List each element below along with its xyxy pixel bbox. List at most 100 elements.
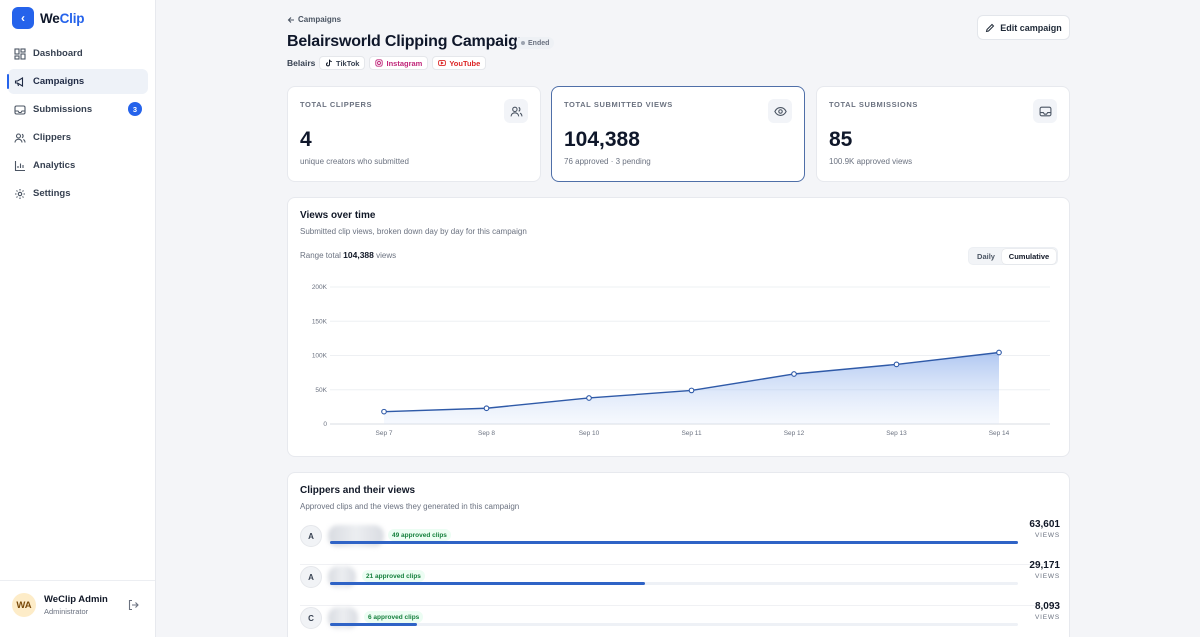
clipper-avatar: A [300,566,322,588]
sidebar: ‹ WeClip Dashboard Campaigns Submissions… [0,0,156,637]
sidebar-item-label: Clippers [33,132,72,143]
stat-subtext: unique creators who submitted [300,157,409,166]
range-total-suffix: views [376,251,397,260]
views-bar-track [330,541,1018,544]
stat-value: 85 [829,128,853,151]
y-tick-label: 150K [312,318,328,325]
range-total: Range total 104,388 views [300,250,396,260]
logout-icon[interactable] [127,599,139,611]
breadcrumb-label: Campaigns [298,15,342,24]
stat-card-total-submissions: TOTAL SUBMISSIONS 85 100.9K approved vie… [816,86,1070,182]
bar-chart-icon [14,160,26,172]
stat-value: 104,388 [564,128,640,151]
clipper-views: 29,171 VIEWS [1029,560,1060,580]
megaphone-icon [14,76,26,88]
sidebar-item-submissions[interactable]: Submissions 3 [8,97,148,122]
y-tick-label: 50K [315,387,327,394]
views-over-time-card: Views over time Submitted clip views, br… [287,197,1070,457]
views-bar-track [330,582,1018,585]
status-label: Ended [528,39,550,47]
platform-label: Instagram [386,58,423,68]
chart-title: Views over time [300,210,376,221]
tiktok-icon [326,59,332,67]
views-count: 63,601 [1029,519,1060,530]
approved-clips-pill: 21 approved clips [362,570,425,582]
sidebar-item-clippers[interactable]: Clippers [8,125,148,150]
approved-clips-pill: 49 approved clips [388,529,451,541]
stat-card-total-views: TOTAL SUBMITTED VIEWS 104,388 76 approve… [551,86,805,182]
approved-clips-pill: 6 approved clips [364,611,424,623]
submissions-count-badge: 3 [128,102,142,116]
status-badge: Ended [516,37,555,49]
platform-label: TikTok [336,58,360,68]
brand-name-accent: Clip [59,10,85,26]
x-tick-label: Sep 13 [886,430,907,437]
views-bar-track [330,623,1018,626]
views-label: VIEWS [1035,532,1060,539]
sidebar-item-campaigns[interactable]: Campaigns [7,69,148,94]
users-icon [504,99,528,123]
toggle-daily[interactable]: Daily [977,251,995,261]
x-tick-label: Sep 14 [989,430,1010,437]
campaign-brand: Belairs [287,58,316,68]
views-bar-fill [330,582,646,585]
stat-card-total-clippers: TOTAL CLIPPERS 4 unique creators who sub… [287,86,541,182]
views-count: 8,093 [1034,601,1060,612]
clipper-views: 63,601 VIEWS [1029,519,1060,539]
list-item[interactable]: A 21 approved clips 29,171 VIEWS [300,560,1060,606]
list-item[interactable]: A 49 approved clips 63,601 VIEWS [300,519,1060,565]
platform-tag-instagram: Instagram [369,56,429,70]
x-tick-label: Sep 11 [681,430,702,437]
sidebar-item-label: Analytics [33,160,76,171]
series-area [384,352,999,424]
inbox-icon [14,104,26,116]
sidebar-item-dashboard[interactable]: Dashboard [8,41,148,66]
stat-label: TOTAL SUBMISSIONS [829,100,918,109]
edit-campaign-button[interactable]: Edit campaign [977,15,1070,40]
platform-label: YouTube [449,58,481,68]
list-item[interactable]: C 6 approved clips 8,093 VIEWS [300,601,1060,637]
x-tick-label: Sep 12 [784,430,805,437]
stat-label: TOTAL SUBMITTED VIEWS [564,100,673,109]
user-name: WeClip Admin [44,594,108,605]
clipper-avatar: A [300,525,322,547]
toggle-cumulative[interactable]: Cumulative [1002,248,1056,264]
breadcrumb[interactable]: Campaigns [287,15,341,24]
status-dot-icon [521,41,525,45]
range-total-prefix: Range total [300,251,341,260]
chart-subtitle: Submitted clip views, broken down day by… [300,227,527,236]
sidebar-item-label: Settings [33,188,71,199]
y-tick-label: 100K [312,353,328,360]
views-label: VIEWS [1035,573,1060,580]
y-tick-label: 0 [323,421,327,428]
gear-icon [14,188,26,200]
clippers-subtitle: Approved clips and the views they genera… [300,502,520,511]
user-profile: WA WeClip Admin Administrator [0,580,155,637]
brand-logo[interactable]: ‹ WeClip [12,7,85,29]
users-icon [14,132,26,144]
data-point [893,361,900,368]
instagram-icon [375,59,384,67]
sidebar-item-label: Dashboard [33,48,83,59]
data-point [996,349,1002,356]
sidebar-item-settings[interactable]: Settings [8,181,148,206]
row-divider [300,564,1060,565]
avatar[interactable]: WA [12,593,36,617]
back-chevron-icon[interactable]: ‹ [12,7,34,29]
data-point [381,408,387,415]
stat-subtext: 100.9K approved views [829,157,913,166]
clipper-avatar: C [300,607,322,629]
chart-mode-toggle: Daily Cumulative [968,247,1058,265]
dashboard-icon [14,47,26,60]
data-point [483,405,490,412]
sidebar-item-analytics[interactable]: Analytics [8,153,148,178]
stat-label: TOTAL CLIPPERS [300,100,373,109]
sidebar-item-label: Campaigns [33,76,85,87]
user-role: Administrator [44,607,89,616]
platform-tag-youtube: YouTube [432,56,487,70]
arrow-left-icon [287,16,294,23]
eye-icon [768,99,792,123]
x-tick-label: Sep 8 [478,430,495,437]
inbox-icon [1033,99,1057,123]
platform-tag-tiktok: TikTok [319,56,366,70]
